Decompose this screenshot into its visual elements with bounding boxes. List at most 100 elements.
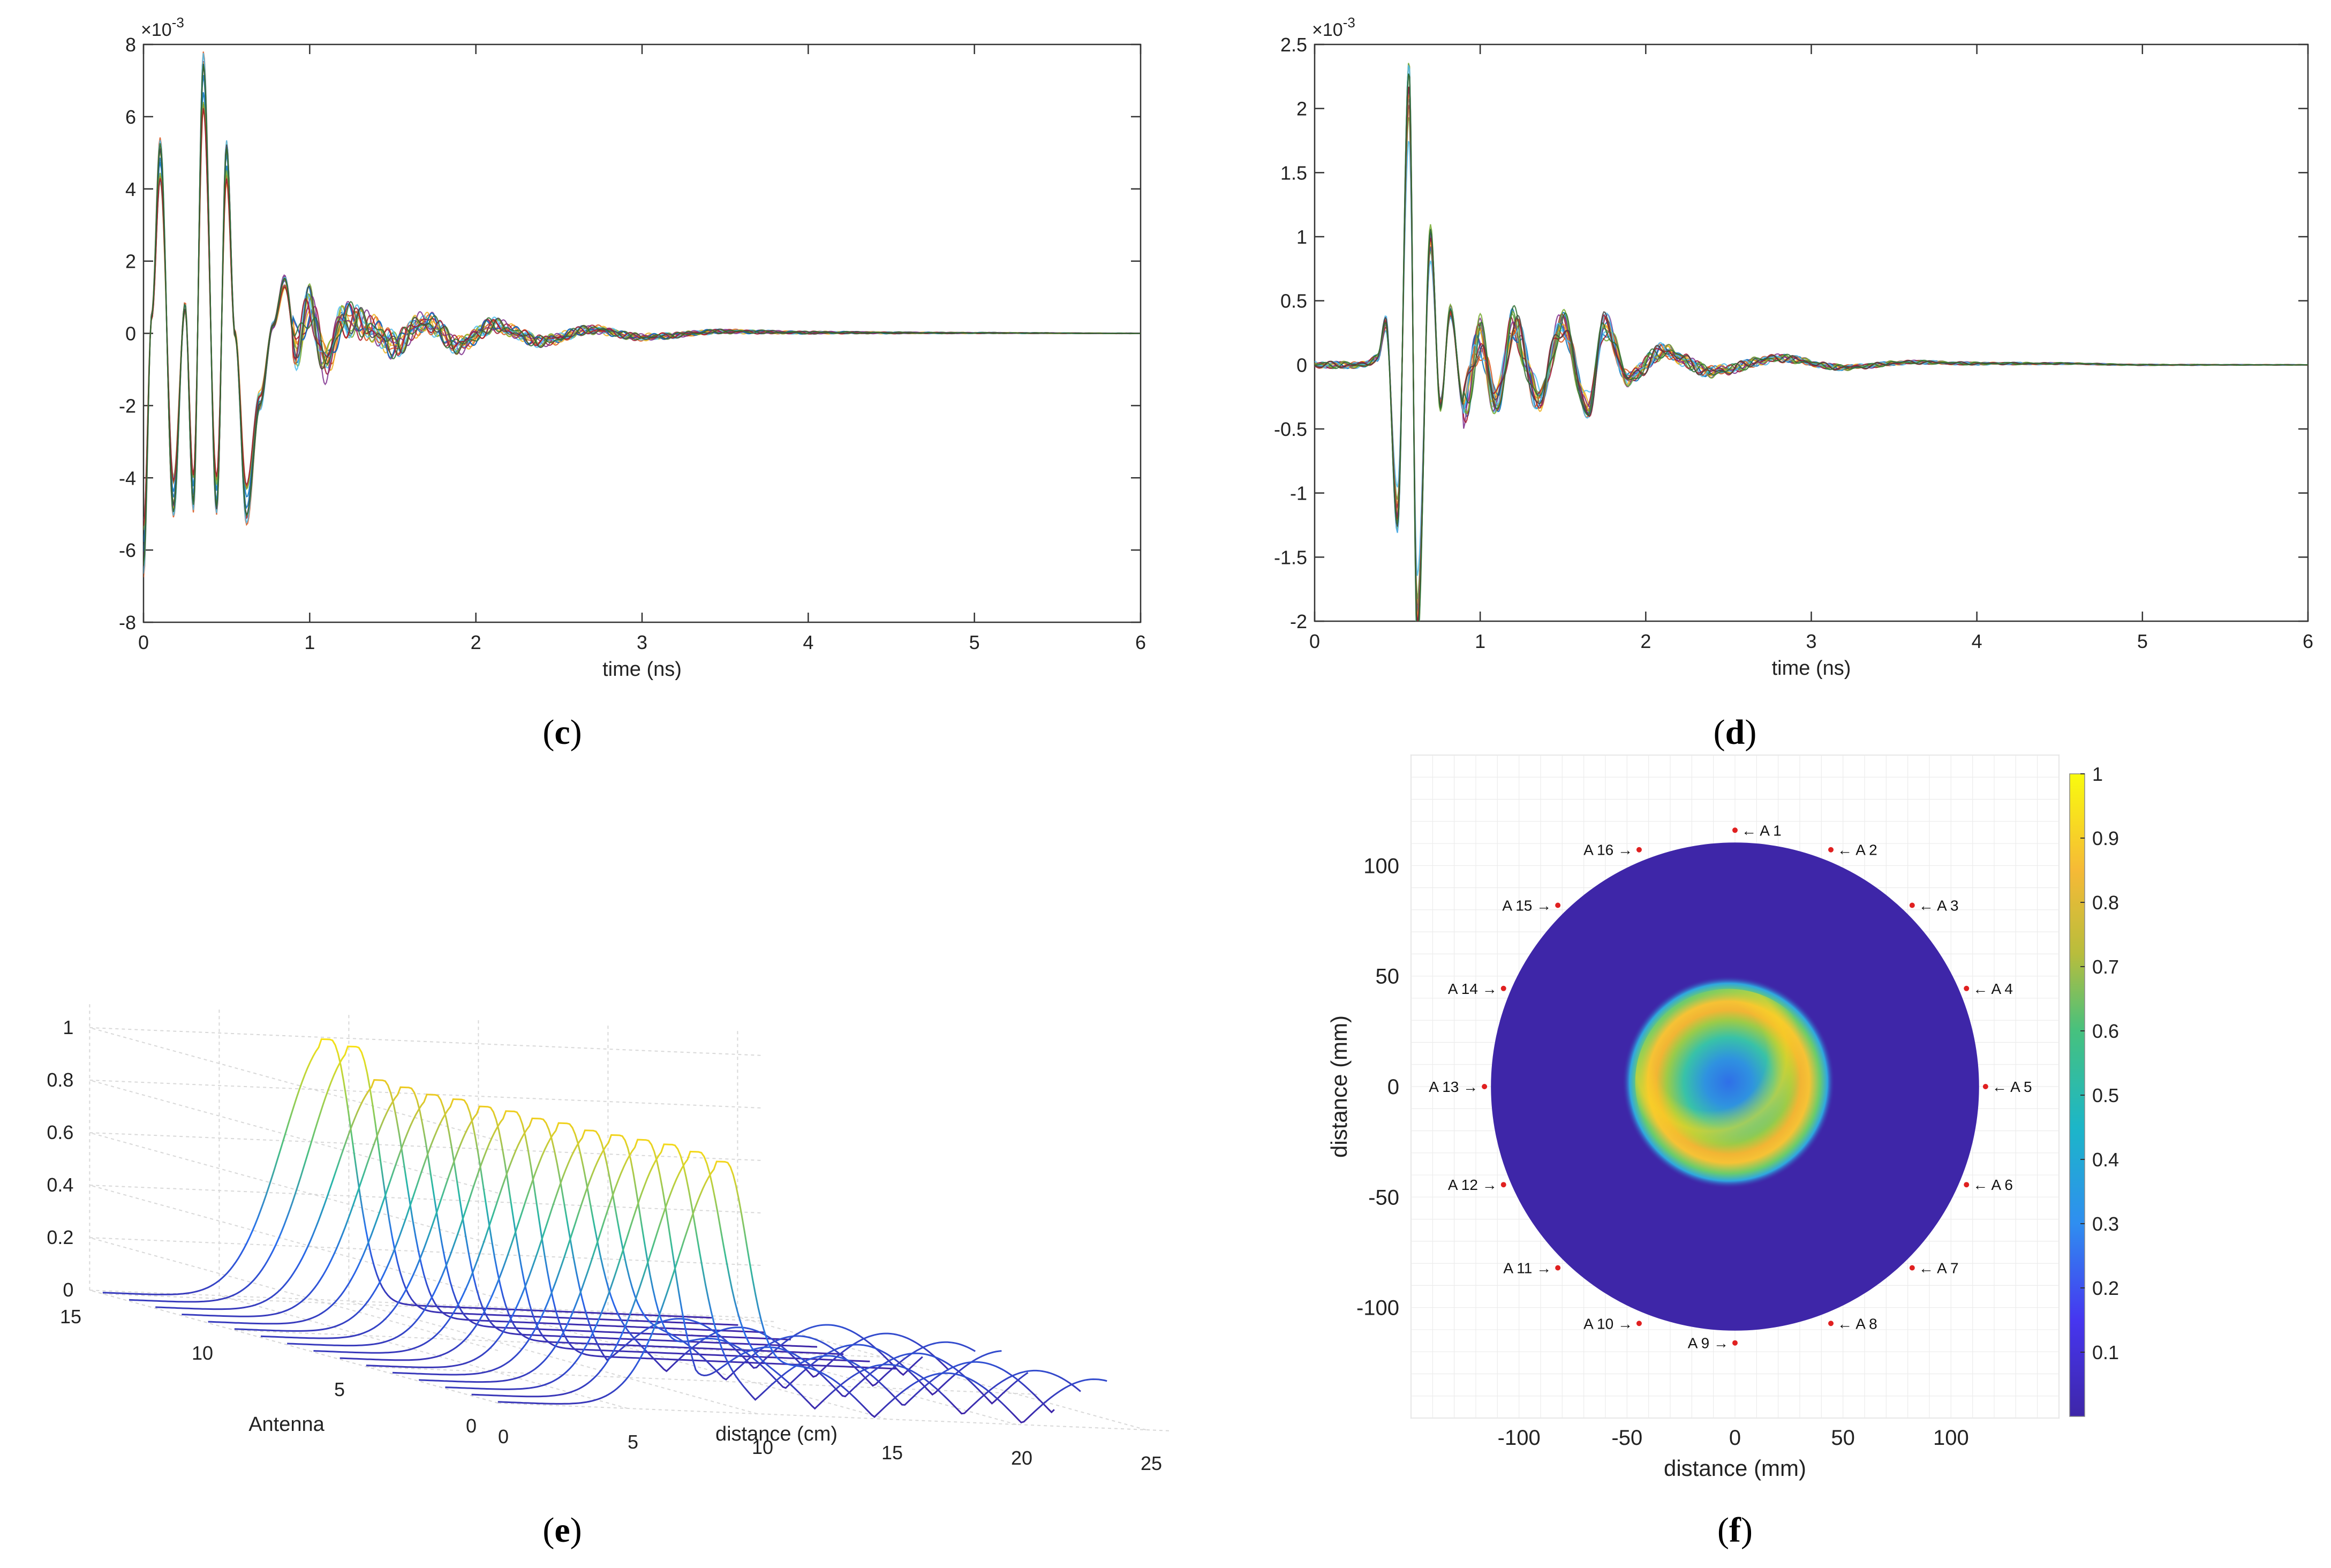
e-series-group (102, 1038, 1107, 1423)
f-colorbar-label: 0.9 (2092, 827, 2119, 849)
e-ytick-label: 15 (60, 1306, 81, 1328)
f-ytick-label: 50 (1376, 965, 1400, 989)
e-antenna-line-3 (445, 1143, 1055, 1414)
f-ytick-label: 0 (1387, 1075, 1399, 1099)
e-xtick-label: 5 (628, 1431, 638, 1453)
f-antenna-marker-4 (1964, 985, 1970, 991)
f-antenna-marker-6 (1964, 1182, 1970, 1188)
f-colorbar-label: 0.7 (2092, 956, 2119, 978)
f-xtick-label: -100 (1498, 1426, 1541, 1450)
f-antenna-label-16: A 16 → (1583, 842, 1633, 858)
e-ztick-label: 0.2 (47, 1226, 73, 1248)
f-antenna-marker-8 (1828, 1321, 1834, 1326)
f-antenna-label-14: A 14 → (1448, 981, 1497, 997)
e-ztick-label: 0 (63, 1279, 73, 1301)
f-antenna-marker-5 (1982, 1084, 1988, 1089)
f-antenna-marker-12 (1500, 1182, 1506, 1188)
d-ytick-label: -2 (1290, 610, 1307, 632)
f-antenna-marker-3 (1909, 902, 1915, 908)
e-ztick-label: 0.8 (47, 1069, 73, 1091)
f-ytick-label: -50 (1368, 1186, 1399, 1209)
e-antenna-line-5 (392, 1134, 1002, 1396)
d-xtick-label: 1 (1475, 630, 1485, 652)
e-antenna-line-1 (497, 1160, 1107, 1423)
f-xtick-label: -50 (1611, 1426, 1642, 1450)
d-series-line-15 (1315, 73, 2308, 621)
f-antenna-label-12: A 12 → (1448, 1177, 1497, 1193)
d-ytick-label: 1.5 (1280, 162, 1307, 184)
e-ztick-label: 1 (63, 1016, 73, 1038)
e-backwall-grid-z (89, 1185, 764, 1214)
f-antenna-marker-15 (1555, 902, 1561, 908)
f-antenna-label-9: A 9 → (1688, 1335, 1729, 1352)
d-ytick-label: -1.5 (1274, 546, 1307, 568)
f-antenna-label-4: ← A 4 (1973, 981, 2013, 997)
c-ytick-label: -2 (119, 395, 136, 417)
d-xlabel: time (ns) (1772, 657, 1851, 680)
e-backwall-grid-z (89, 1027, 764, 1056)
c-xlabel: time (ns) (602, 658, 682, 681)
caption-f: (f) (1717, 1511, 1753, 1550)
d-xtick-label: 4 (1972, 630, 1982, 652)
d-xtick-label: 5 (2137, 630, 2148, 652)
f-antenna-marker-14 (1500, 985, 1506, 991)
e-ylabel: Antenna (248, 1413, 325, 1436)
d-ytick-label: 2.5 (1280, 34, 1307, 56)
c-ytick-label: -4 (119, 467, 136, 489)
c-series-group (144, 51, 1141, 578)
c-xtick-label: 2 (471, 631, 481, 653)
e-xtick-label: 25 (1141, 1452, 1162, 1474)
e-backwall-grid-z (89, 1237, 764, 1267)
d-ytick-label: -1 (1290, 483, 1307, 504)
f-antenna-label-7: ← A 7 (1919, 1260, 1959, 1276)
caption-e: (e) (542, 1511, 582, 1550)
f-colorbar-label: 0.6 (2092, 1020, 2119, 1042)
caption-d: (d) (1713, 713, 1757, 752)
d-xtick-label: 3 (1806, 630, 1816, 652)
d-xtick-label: 0 (1309, 630, 1320, 652)
f-xtick-label: 50 (1831, 1426, 1855, 1450)
f-antenna-label-2: ← A 2 (1837, 842, 1877, 858)
e-ytick-label: 10 (192, 1342, 213, 1364)
f-ytick-label: -100 (1356, 1296, 1399, 1320)
d-ytick-label: -0.5 (1274, 418, 1307, 440)
e-xtick-label: 15 (881, 1442, 903, 1464)
f-colorbar-label: 0.2 (2092, 1277, 2119, 1299)
c-xtick-label: 0 (138, 631, 149, 653)
e-floor-grid-y (234, 1330, 909, 1359)
f-antenna-label-13: A 13 → (1429, 1079, 1478, 1095)
f-antenna-label-6: ← A 6 (1973, 1177, 2013, 1193)
f-xtick-label: 100 (1933, 1426, 1969, 1450)
e-ztick-label: 0.6 (47, 1121, 73, 1143)
f-antenna-label-1: ← A 1 (1741, 822, 1782, 839)
f-antenna-label-5: ← A 5 (1992, 1079, 2032, 1095)
f-antenna-marker-7 (1909, 1265, 1915, 1271)
e-antenna-line-16 (102, 1038, 712, 1319)
f-ylabel: distance (mm) (1326, 1015, 1352, 1158)
c-ytick-label: 2 (125, 251, 136, 273)
e-ytick-label: 5 (334, 1378, 345, 1400)
e-ztick-label: 0.4 (47, 1174, 73, 1196)
caption-c: (c) (542, 713, 582, 752)
c-ytick-label: 0 (125, 323, 136, 345)
f-antenna-label-3: ← A 3 (1919, 898, 1959, 914)
f-antenna-marker-9 (1732, 1340, 1738, 1346)
c-xtick-label: 3 (637, 631, 647, 653)
e-antenna-line-15 (129, 1045, 738, 1326)
e-antenna-line-4 (419, 1139, 1029, 1405)
e-antenna-line-14 (155, 1079, 765, 1333)
c-ytick-label: 8 (125, 34, 136, 56)
e-antenna-line-8 (313, 1117, 923, 1376)
c-exponent-label: ×10-3 (141, 14, 184, 40)
f-antenna-marker-1 (1732, 827, 1738, 833)
c-xtick-label: 4 (803, 631, 813, 653)
d-series-group (1315, 63, 2308, 621)
f-antenna-marker-13 (1482, 1084, 1488, 1089)
f-antenna-marker-11 (1555, 1265, 1561, 1271)
f-colorbar-label: 1 (2092, 763, 2103, 785)
e-antenna-line-13 (182, 1086, 791, 1340)
